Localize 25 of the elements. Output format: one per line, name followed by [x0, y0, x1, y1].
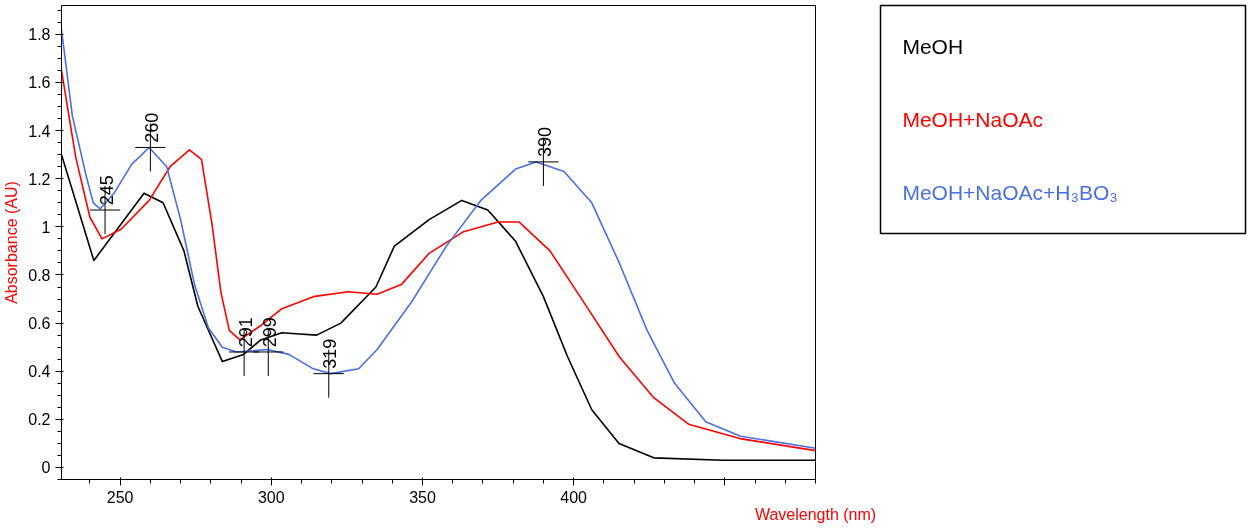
y-tick-label: 1.8: [28, 26, 51, 44]
annotation: 260: [141, 112, 162, 143]
annotation: 291: [235, 317, 256, 348]
x-tick-label: 300: [257, 488, 285, 506]
x-tick-label: 250: [106, 488, 134, 506]
annotation: 319: [320, 338, 341, 369]
y-tick-label: 1.2: [28, 170, 51, 188]
y-tick-label: 0: [41, 459, 51, 477]
x-axis-title: Wavelength (nm): [754, 505, 877, 523]
x-tick-label: 350: [409, 488, 436, 506]
y-tick-label: 1: [41, 218, 51, 236]
x-tick-label: 400: [560, 488, 588, 506]
text: MeOH+NaOAc: [902, 108, 1044, 131]
text: MeOH: [902, 35, 964, 59]
annotation: 245: [96, 175, 117, 206]
y-tick-label: 0.4: [28, 363, 51, 381]
y-axis-title: Absorbance (AU): [3, 181, 21, 304]
y-tick-label: 1.4: [28, 122, 51, 140]
y-tick-label: 0.2: [28, 411, 51, 429]
annotation: 390: [534, 127, 555, 158]
annotation: 299: [259, 317, 280, 348]
y-tick-label: 1.6: [28, 74, 51, 92]
y-tick-label: 0.8: [28, 266, 51, 284]
y-tick-label: 0.6: [28, 315, 51, 333]
text: MeOH+NaOAc+H₃BO₃: [902, 180, 1118, 204]
